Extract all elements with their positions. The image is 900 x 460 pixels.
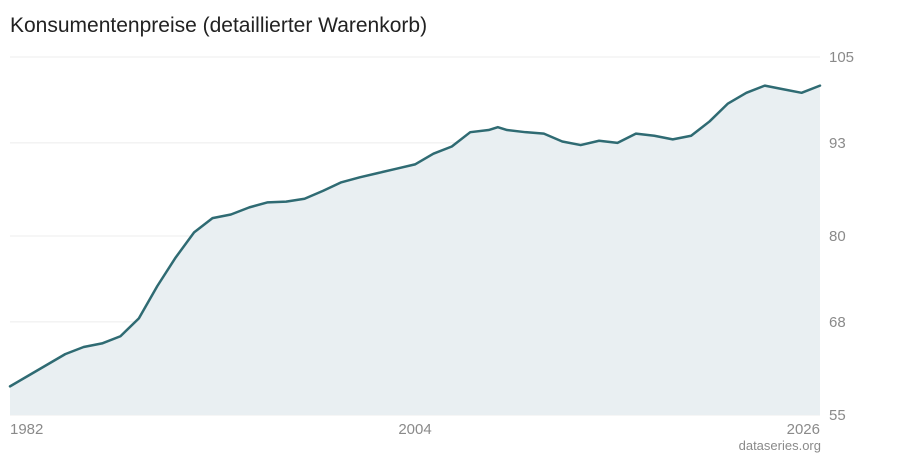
x-tick-label: 2026: [787, 421, 820, 438]
y-tick-label: 93: [829, 135, 846, 152]
x-tick-label: 2004: [398, 421, 431, 438]
source-label: dataseries.org: [738, 438, 821, 453]
y-tick-label: 68: [829, 314, 846, 331]
chart-title: Konsumentenpreise (detaillierter Warenko…: [10, 14, 428, 37]
x-axis-labels: 1982 2004 2026: [10, 421, 820, 438]
y-axis-labels: 105 93 80 68 55: [829, 49, 854, 424]
y-tick-label: 80: [829, 228, 846, 245]
y-tick-label: 105: [829, 49, 854, 66]
x-tick-label: 1982: [10, 421, 43, 438]
series-line: [8, 84, 822, 388]
y-tick-label: 55: [829, 407, 846, 424]
area-fill: [10, 85, 820, 415]
